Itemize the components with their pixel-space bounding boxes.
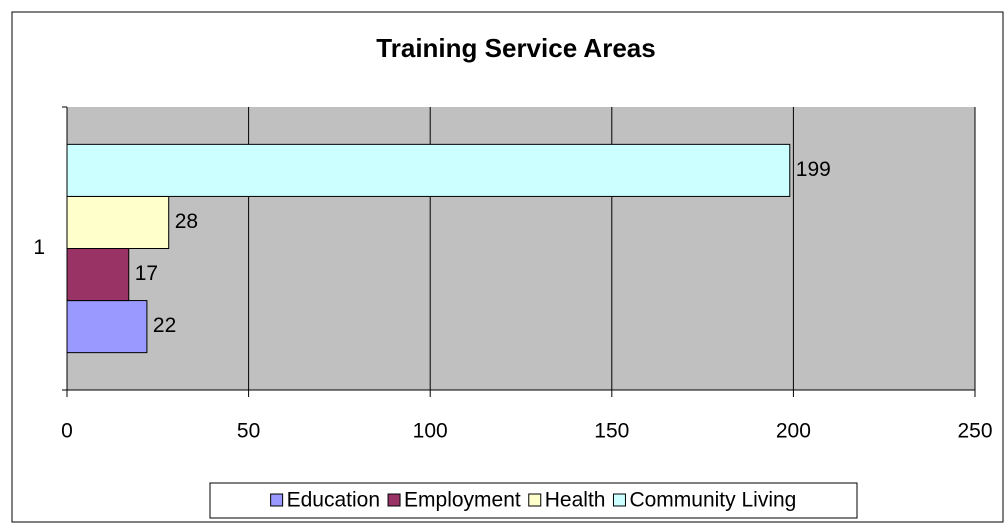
x-tick-label: 0 bbox=[61, 420, 73, 443]
legend-swatch bbox=[528, 493, 542, 507]
y-tick-label: 1 bbox=[33, 236, 45, 259]
legend-swatch bbox=[387, 493, 401, 507]
bar bbox=[66, 300, 148, 354]
x-tick-label: 200 bbox=[776, 420, 811, 443]
bar bbox=[66, 248, 130, 302]
legend-swatch bbox=[612, 493, 626, 507]
bar bbox=[66, 143, 791, 197]
chart-title: Training Service Areas bbox=[376, 33, 655, 63]
x-tick-label: 100 bbox=[413, 420, 448, 443]
x-tick-label: 50 bbox=[237, 420, 260, 443]
data-label: 17 bbox=[135, 262, 158, 285]
x-tick-label: 250 bbox=[957, 420, 992, 443]
data-label: 22 bbox=[153, 314, 176, 337]
legend-label: Employment bbox=[404, 489, 521, 512]
x-tick-label: 150 bbox=[594, 420, 629, 443]
legend-label: Community Living bbox=[629, 489, 796, 512]
legend-swatch bbox=[270, 493, 284, 507]
data-label: 199 bbox=[796, 158, 831, 181]
bar bbox=[66, 195, 170, 249]
legend-label: Health bbox=[545, 489, 606, 512]
data-label: 28 bbox=[175, 210, 198, 233]
legend-label: Education bbox=[287, 489, 380, 512]
